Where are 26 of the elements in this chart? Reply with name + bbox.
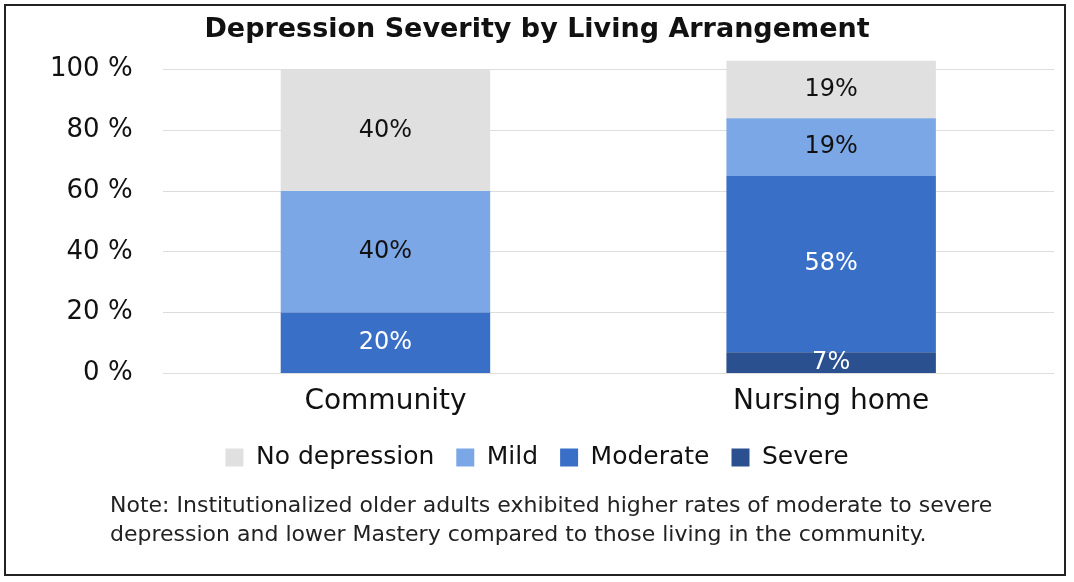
data-label: 58% — [804, 248, 858, 277]
legend-label: No depression — [255, 441, 435, 470]
text: Note: Institutionalized older adults exhibited higher rates of moderate to severe depression and lower Mastery compared to those living in the community. — [110, 491, 994, 548]
legend-label: Mild — [486, 441, 539, 470]
x-tick-label: Community — [304, 383, 467, 417]
bar — [280, 191, 491, 313]
data-label: 19% — [804, 73, 858, 102]
x-tick-label: Nursing home — [732, 383, 930, 417]
chart-title: Depression Severity by Living Arrangement — [204, 12, 870, 44]
data-label: 40% — [358, 236, 413, 265]
legend-label: Severe — [762, 441, 849, 470]
y-tick-label: 20 % — [66, 295, 133, 326]
bar — [726, 352, 936, 373]
bar — [280, 312, 491, 373]
legend-label: Moderate — [590, 441, 710, 470]
y-tick-label: 40 % — [66, 234, 133, 265]
bar — [726, 118, 936, 176]
data-label: 20% — [358, 327, 413, 355]
y-tick-label: 60 % — [66, 173, 133, 204]
y-tick-label: 100 % — [49, 52, 133, 83]
data-label: 19% — [804, 131, 858, 160]
y-tick-label: 80 % — [66, 113, 133, 144]
data-label: 40% — [358, 114, 413, 143]
data-label: 7% — [812, 346, 851, 375]
y-tick-label: 0 % — [83, 356, 133, 387]
bar — [726, 175, 936, 353]
